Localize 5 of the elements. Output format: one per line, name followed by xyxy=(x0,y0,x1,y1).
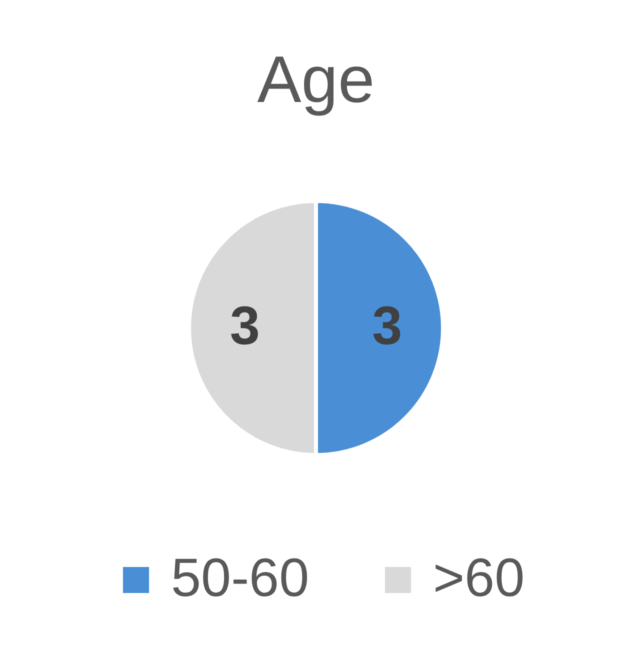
data-label: 3 xyxy=(230,296,260,356)
legend-label: >60 xyxy=(433,548,525,608)
data-label: 3 xyxy=(372,296,402,356)
legend-label: 50-60 xyxy=(171,548,310,608)
chart-title: Age xyxy=(257,42,375,116)
